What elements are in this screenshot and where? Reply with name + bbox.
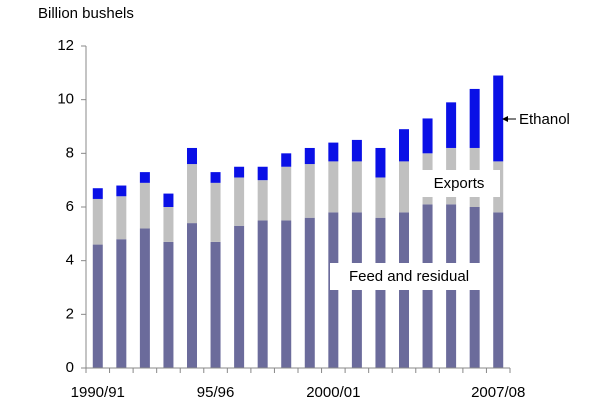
bar-segment: [92, 198, 103, 245]
bar-segment: [399, 212, 409, 368]
bar-segment: [281, 220, 292, 368]
legend-label: Ethanol: [519, 111, 570, 128]
y-tick-label: 6: [66, 198, 74, 215]
bar-segment: [257, 180, 268, 221]
bar-segment: [281, 153, 292, 167]
y-tick-label: 2: [66, 305, 74, 322]
bar-segment: [399, 129, 409, 162]
bar-segment: [328, 142, 339, 162]
bar-segment: [304, 217, 315, 368]
bar-segment: [234, 177, 245, 226]
label-box: [418, 170, 500, 197]
bar-segment: [375, 217, 386, 368]
y-tick-label: 10: [57, 91, 74, 108]
bar-segment: [375, 147, 386, 178]
bar-segment: [351, 139, 362, 162]
bar-segment: [351, 161, 362, 213]
x-tick-label: 2000/01: [306, 384, 360, 401]
bar-segment: [163, 207, 174, 242]
bar-segment: [257, 166, 268, 181]
legend-arrowhead: [502, 116, 508, 122]
bar-segment: [116, 239, 127, 368]
bar-segment: [399, 161, 409, 213]
label-box: [330, 263, 486, 290]
y-tick-label: 4: [66, 252, 74, 269]
y-tick-label: 8: [66, 144, 74, 161]
y-tick-label: 12: [57, 37, 74, 54]
bar-segment: [234, 225, 245, 368]
bar-segment: [187, 223, 197, 368]
legend-label: Exports: [434, 175, 485, 192]
bar-segment: [92, 244, 103, 368]
bar-segment: [328, 212, 339, 368]
bar-segment: [210, 182, 221, 242]
bar-segment: [163, 193, 174, 207]
bar-segment: [92, 188, 103, 199]
bar-segment: [187, 147, 197, 165]
bar-segment: [493, 212, 504, 368]
bar-segment: [234, 166, 245, 178]
bar-segment: [116, 185, 127, 197]
bar-segment: [187, 164, 197, 224]
bar-segment: [139, 182, 150, 229]
x-tick-label: 95/96: [197, 384, 235, 401]
bar-segment: [328, 161, 339, 213]
bar-segment: [375, 177, 386, 218]
bar-segment: [163, 241, 174, 368]
y-axis-label: Billion bushels: [38, 5, 134, 22]
bar-segment: [304, 164, 315, 218]
bar-segment: [210, 172, 221, 183]
x-tick-label: 2007/08: [471, 384, 525, 401]
bar-segment: [469, 88, 480, 148]
bar-segment: [116, 196, 127, 240]
bar-segment: [257, 220, 268, 368]
legend-label: Feed and residual: [349, 268, 469, 285]
x-tick-label: 1990/91: [71, 384, 125, 401]
bar-segment: [139, 228, 150, 368]
bar-segment: [281, 166, 292, 221]
bar-segment: [210, 241, 221, 368]
bar-segment: [446, 102, 457, 148]
bar-segment: [304, 147, 315, 165]
bar-segment: [351, 212, 362, 368]
bar-segment: [493, 75, 504, 162]
y-tick-label: 0: [66, 359, 74, 376]
bar-segment: [422, 118, 433, 154]
bar-segment: [139, 172, 150, 183]
